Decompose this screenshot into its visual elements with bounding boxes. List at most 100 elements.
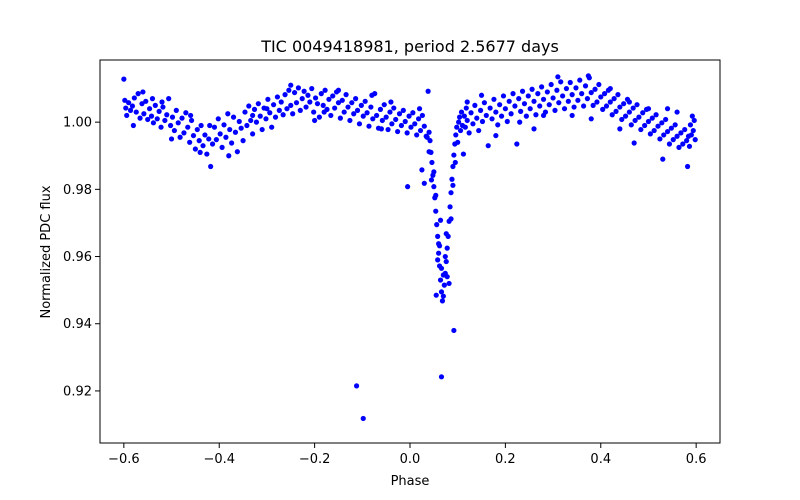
- data-point: [622, 113, 629, 119]
- data-point: [188, 112, 194, 119]
- data-point: [278, 99, 284, 105]
- data-point: [123, 105, 129, 111]
- data-point: [147, 106, 153, 112]
- data-point: [162, 117, 168, 124]
- data-point: [202, 132, 208, 138]
- data-point: [506, 98, 512, 104]
- data-point: [421, 123, 427, 129]
- data-point: [540, 112, 547, 119]
- data-point: [537, 103, 543, 109]
- data-point: [438, 289, 445, 295]
- data-point: [257, 113, 263, 119]
- data-point: [416, 106, 423, 112]
- data-point: [267, 110, 273, 116]
- data-point: [213, 137, 219, 143]
- data-point: [126, 100, 132, 106]
- x-tick-label: −0.2: [299, 452, 331, 467]
- data-point: [183, 110, 189, 116]
- data-point: [688, 132, 694, 138]
- data-point: [485, 143, 491, 149]
- x-axis: −0.6 −0.4 −0.2 0.0 0.2 0.4 0.6: [108, 443, 706, 467]
- data-point: [527, 106, 533, 112]
- data-point: [521, 101, 528, 107]
- data-point: [431, 184, 437, 190]
- data-point: [460, 151, 467, 157]
- data-point: [600, 106, 606, 112]
- data-point: [613, 108, 619, 114]
- data-point: [406, 113, 412, 119]
- data-point: [219, 144, 225, 150]
- data-point: [280, 112, 286, 118]
- data-point: [454, 124, 460, 130]
- data-point: [431, 169, 437, 175]
- data-point: [474, 115, 480, 121]
- data-point: [664, 128, 671, 135]
- data-point: [668, 125, 674, 131]
- data-point: [421, 180, 427, 186]
- data-point: [516, 96, 522, 102]
- data-point: [491, 96, 497, 102]
- data-point: [617, 126, 623, 132]
- data-point: [645, 106, 652, 112]
- data-point: [208, 163, 214, 170]
- data-point: [552, 107, 558, 113]
- data-point: [158, 124, 164, 130]
- data-point: [405, 184, 411, 190]
- data-point: [248, 117, 254, 124]
- data-point: [121, 76, 127, 82]
- data-point: [590, 102, 596, 108]
- data-point: [531, 126, 537, 132]
- data-point: [439, 298, 446, 304]
- data-point: [440, 293, 446, 299]
- data-point: [379, 117, 385, 124]
- data-point: [188, 117, 195, 124]
- data-point: [680, 141, 686, 147]
- data-point: [453, 132, 459, 138]
- data-point: [426, 149, 432, 155]
- x-tick-label: −0.6: [108, 452, 140, 467]
- data-point: [378, 126, 384, 132]
- data-point: [369, 92, 375, 98]
- data-point: [664, 106, 671, 112]
- data-point: [611, 96, 617, 102]
- data-point: [560, 93, 566, 99]
- data-point: [274, 94, 281, 100]
- data-point: [433, 192, 439, 198]
- data-point: [197, 149, 203, 155]
- data-point: [603, 103, 610, 109]
- data-point: [318, 91, 324, 97]
- data-point: [585, 73, 591, 79]
- data-point: [448, 190, 454, 196]
- data-point: [444, 245, 450, 251]
- x-tick-label: 0.6: [686, 452, 707, 467]
- data-point: [143, 98, 149, 104]
- data-point: [259, 126, 265, 133]
- data-point: [582, 83, 589, 89]
- data-point: [389, 121, 395, 127]
- data-point: [660, 156, 666, 162]
- data-point: [335, 100, 342, 106]
- data-point: [230, 114, 237, 120]
- data-point: [353, 96, 359, 102]
- data-point: [436, 241, 442, 247]
- data-point: [364, 110, 370, 116]
- data-point: [328, 112, 334, 119]
- data-point: [272, 114, 279, 120]
- data-point: [404, 130, 410, 136]
- x-axis-label: Phase: [391, 474, 430, 489]
- data-point: [160, 104, 166, 110]
- data-point: [265, 96, 271, 102]
- data-point: [581, 103, 587, 109]
- data-point: [309, 85, 315, 92]
- data-point: [674, 109, 680, 115]
- data-point: [307, 99, 313, 105]
- data-point: [312, 117, 318, 124]
- data-point: [185, 124, 191, 130]
- data-point: [424, 134, 430, 140]
- data-point: [141, 111, 147, 117]
- data-point: [539, 84, 545, 90]
- data-point: [457, 114, 463, 120]
- data-point: [419, 167, 425, 173]
- data-point: [395, 128, 401, 135]
- data-point: [360, 415, 366, 422]
